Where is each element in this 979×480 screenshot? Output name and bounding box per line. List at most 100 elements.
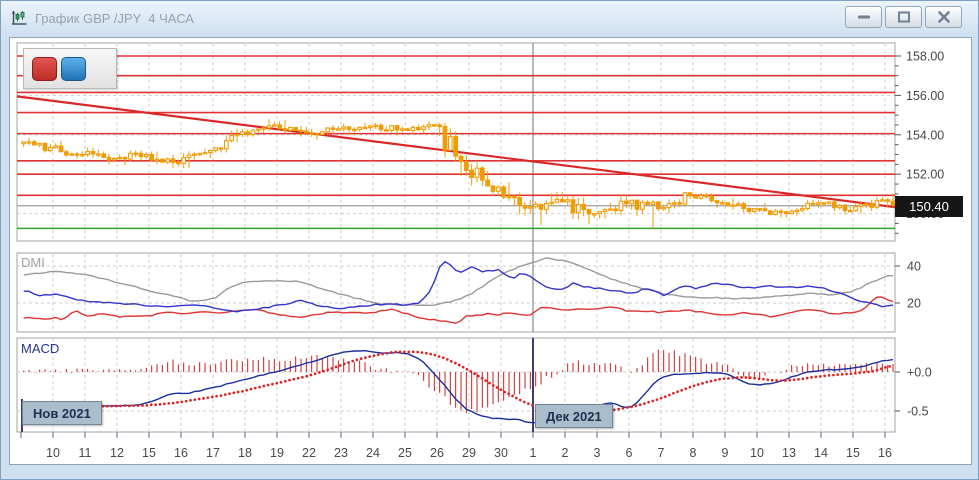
candle-body xyxy=(794,209,800,213)
candle-body xyxy=(559,198,565,203)
candle-body xyxy=(575,204,581,214)
candle-body xyxy=(186,154,192,159)
minimize-button[interactable] xyxy=(845,6,882,28)
candle-body xyxy=(213,147,219,152)
maximize-button[interactable] xyxy=(885,6,922,28)
time-axis-label: 10 xyxy=(750,446,764,460)
blue-tool-button[interactable] xyxy=(61,57,86,81)
candle-body xyxy=(693,195,699,199)
candle-body xyxy=(538,203,544,210)
candle-body xyxy=(634,199,640,210)
candle-body xyxy=(53,145,59,149)
candle-body xyxy=(399,128,405,131)
title-bar[interactable]: График GBP /JPY 4 ЧАСА xyxy=(1,1,978,35)
candle-body xyxy=(42,142,48,152)
close-button[interactable] xyxy=(925,6,962,28)
candle-body xyxy=(191,153,197,156)
candle-body xyxy=(319,131,325,136)
chart-mini-toolbar xyxy=(23,48,117,89)
candle-body xyxy=(719,202,725,205)
candle-body xyxy=(613,208,619,212)
time-axis-label: 19 xyxy=(270,446,284,460)
candle-body xyxy=(805,202,811,210)
candle-body xyxy=(842,204,848,212)
candle-body xyxy=(533,203,539,208)
candle-body xyxy=(117,156,123,160)
time-axis-label: 14 xyxy=(814,446,828,460)
candle-body xyxy=(799,207,805,211)
time-axis-label: 12 xyxy=(110,446,124,460)
candle-body xyxy=(79,153,85,157)
time-axis-label: 2 xyxy=(562,446,569,460)
window-controls xyxy=(845,6,962,28)
candle-body xyxy=(458,155,464,163)
dmi-minus-line xyxy=(23,296,894,324)
dmi-plus-line xyxy=(23,260,894,313)
candle-body xyxy=(549,201,555,205)
time-axis-label: 16 xyxy=(174,446,188,460)
candle-body xyxy=(890,200,896,206)
time-axis-label: 30 xyxy=(494,446,508,460)
candle-body xyxy=(383,129,389,132)
candle-body xyxy=(133,152,139,156)
candle-body xyxy=(607,208,613,211)
candle-body xyxy=(335,128,341,131)
time-axis-label: 16 xyxy=(878,446,892,460)
candle-body xyxy=(474,167,480,178)
candle-body xyxy=(367,125,373,129)
candle-body xyxy=(565,199,571,203)
candle-body xyxy=(650,201,656,205)
candle-body xyxy=(869,203,875,208)
candle-body xyxy=(282,127,288,131)
candle-body xyxy=(810,202,816,206)
candle-body xyxy=(773,210,779,216)
candle-body xyxy=(165,158,171,163)
candle-body xyxy=(58,145,64,153)
candle-body xyxy=(389,125,395,131)
candle-body xyxy=(453,136,459,157)
candle-body xyxy=(597,211,603,215)
candle-body xyxy=(661,207,667,210)
candle-body xyxy=(645,201,651,205)
macd-axis-label: -0.5 xyxy=(907,405,929,419)
candle-body xyxy=(293,127,299,131)
candle-body xyxy=(143,153,149,158)
candle-body xyxy=(677,202,683,205)
price-axis-label: 154.00 xyxy=(906,128,944,142)
candle-body xyxy=(69,153,75,156)
candle-body xyxy=(239,131,245,136)
candle-body xyxy=(229,135,235,142)
candle-body xyxy=(223,140,229,150)
time-axis-label: 15 xyxy=(846,446,860,460)
candle-body xyxy=(330,127,336,130)
candle-body xyxy=(602,209,608,213)
red-tool-button[interactable] xyxy=(32,57,57,81)
candle-body xyxy=(362,126,368,130)
macd-pane-label: MACD xyxy=(21,341,60,356)
macd-line xyxy=(23,349,894,424)
candle-body xyxy=(581,204,587,211)
maximize-icon xyxy=(897,11,910,23)
candle-body xyxy=(837,204,843,209)
candle-body xyxy=(298,129,304,133)
candle-body xyxy=(698,194,704,199)
candle-body xyxy=(47,147,53,152)
time-axis-label: 15 xyxy=(142,446,156,460)
candle-body xyxy=(586,208,592,215)
candle-body xyxy=(629,199,635,205)
candle-body xyxy=(591,213,597,216)
candle-body xyxy=(789,210,795,215)
macd-signal-dots xyxy=(22,350,895,417)
time-axis-label: 13 xyxy=(782,446,796,460)
month-label-december: Дек 2021 xyxy=(535,404,613,428)
candle-body xyxy=(554,198,560,203)
candle-body xyxy=(159,158,165,163)
candle-body xyxy=(490,185,496,192)
candle-body xyxy=(879,199,885,202)
candle-body xyxy=(741,203,747,209)
candle-body xyxy=(175,161,181,165)
candle-body xyxy=(111,157,117,161)
candle-body xyxy=(527,206,533,209)
